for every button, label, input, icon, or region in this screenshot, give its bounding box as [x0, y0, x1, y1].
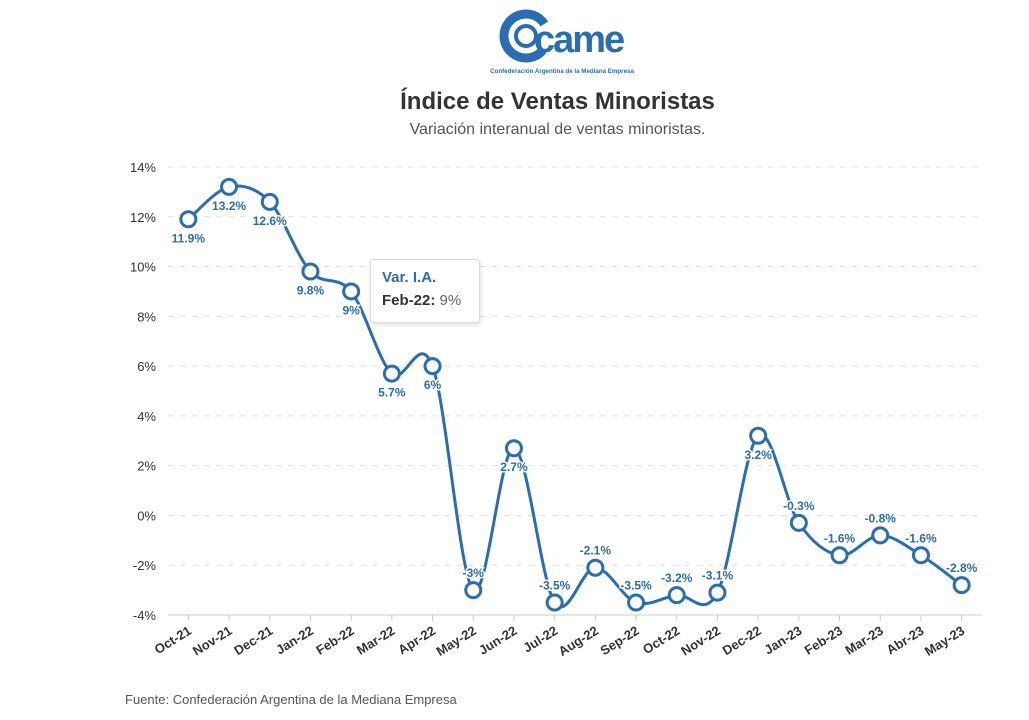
x-tick-label: Oct-21	[152, 623, 194, 657]
data-label: -1.6%	[905, 531, 937, 545]
x-tick-label: Nov-22	[678, 623, 723, 659]
data-point[interactable]	[952, 576, 971, 595]
data-label: -1.6%	[824, 531, 856, 545]
chart-subtitle: Variación interanual de ventas minorista…	[409, 121, 706, 138]
data-point[interactable]	[911, 546, 930, 565]
data-label: 11.9%	[172, 231, 206, 245]
logo-wordmark: came	[534, 19, 624, 61]
data-label: -2.1%	[580, 544, 612, 558]
x-tick-label: Mar-22	[354, 623, 398, 658]
tooltip-value: 9%	[439, 292, 462, 309]
data-label: -3.2%	[661, 571, 693, 585]
data-point[interactable]	[789, 513, 808, 532]
y-tick-label: 8%	[137, 309, 156, 324]
tooltip: Var. I.A. Feb-22: 9%	[370, 259, 480, 323]
data-point[interactable]	[586, 558, 605, 577]
data-point[interactable]	[749, 426, 768, 445]
x-tick-label: Jun-22	[476, 623, 519, 658]
data-point[interactable]	[382, 364, 401, 383]
chart-title: Índice de Ventas Minoristas	[400, 88, 715, 115]
y-tick-label: -2%	[133, 558, 157, 573]
x-tick-label: Feb-23	[802, 623, 845, 658]
x-tick-label: Jan-22	[273, 623, 316, 658]
data-label: -3.5%	[539, 579, 571, 593]
data-label: 9.8%	[297, 284, 325, 298]
data-label: -3.1%	[702, 569, 734, 583]
x-tick-label: Mar-23	[842, 623, 886, 658]
data-point[interactable]	[301, 262, 320, 281]
data-label: 9%	[342, 303, 360, 317]
data-point[interactable]	[464, 581, 483, 600]
data-point[interactable]	[708, 583, 727, 602]
tooltip-series-name: Var. I.A.	[382, 269, 437, 286]
x-tick-label: Jul-22	[520, 623, 560, 656]
data-point[interactable]	[545, 593, 564, 612]
data-label: -3%	[463, 566, 485, 580]
data-point[interactable]	[179, 210, 198, 229]
y-tick-label: -4%	[133, 608, 157, 623]
data-point[interactable]	[667, 586, 686, 605]
data-label: -0.8%	[865, 511, 897, 525]
data-label: 2.7%	[500, 460, 528, 474]
data-label: 13.2%	[212, 199, 246, 213]
data-label: 3.2%	[744, 448, 772, 462]
x-tick-label: Abr-23	[884, 623, 927, 658]
x-tick-label: Jan-23	[762, 623, 805, 658]
data-label: -3.5%	[620, 579, 652, 593]
data-label: 12.6%	[253, 214, 287, 228]
came-logo: came Confederación Argentina de la Media…	[482, 8, 642, 80]
data-label: 5.7%	[378, 386, 406, 400]
x-tick-label: Dec-21	[231, 623, 275, 658]
data-labels: 11.9%13.2%12.6%9.8%9%5.7%6%-3%2.7%-3.5%-…	[170, 197, 979, 594]
data-point[interactable]	[627, 593, 646, 612]
tooltip-value-line: Feb-22: 9%	[382, 292, 468, 309]
data-point[interactable]	[423, 357, 442, 376]
y-tick-label: 12%	[130, 210, 156, 225]
x-tick-label: Nov-21	[190, 623, 235, 659]
source-note: Fuente: Confederación Argentina de la Me…	[125, 692, 457, 707]
y-tick-label: 4%	[137, 409, 156, 424]
data-point[interactable]	[871, 526, 890, 545]
y-tick-label: 14%	[130, 160, 156, 175]
data-points[interactable]	[179, 177, 971, 612]
x-tick-label: Aug-22	[556, 623, 601, 659]
data-point[interactable]	[220, 177, 239, 196]
x-tick-label: Sep-22	[598, 623, 642, 658]
data-label: -2.8%	[946, 561, 978, 575]
x-tick-label: May-22	[434, 623, 479, 659]
x-tick-label: Dec-22	[720, 623, 764, 658]
y-tick-label: 0%	[137, 508, 156, 523]
data-point[interactable]	[260, 192, 279, 211]
x-tick-label: Apr-22	[395, 623, 438, 658]
logo-tagline: Confederación Argentina de la Mediana Em…	[490, 68, 634, 75]
data-point[interactable]	[830, 546, 849, 565]
y-tick-label: 2%	[137, 459, 156, 474]
data-point[interactable]	[342, 282, 361, 301]
x-tick-label: Oct-22	[640, 623, 682, 657]
came-logo-mark: came	[499, 9, 626, 63]
x-tick-label: Feb-22	[313, 623, 356, 658]
y-tick-label: 10%	[130, 260, 156, 275]
tooltip-category: Feb-22:	[382, 292, 436, 309]
y-tick-label: 6%	[137, 359, 156, 374]
data-label: -0.3%	[783, 499, 815, 513]
data-label: 6%	[424, 378, 442, 392]
gridlines	[168, 166, 982, 566]
data-point[interactable]	[504, 439, 523, 458]
x-tick-label: May-23	[922, 623, 967, 659]
